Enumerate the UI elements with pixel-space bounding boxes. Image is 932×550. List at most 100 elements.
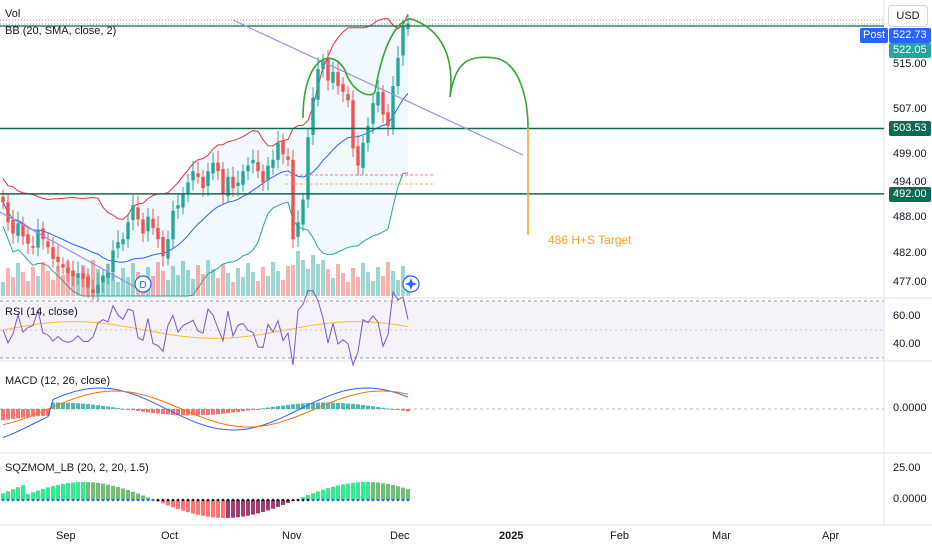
- candle-body: [41, 228, 45, 240]
- candle-body: [401, 26, 405, 56]
- sqz-histogram-bar: [211, 500, 215, 518]
- macd-histogram-bar: [316, 402, 320, 409]
- volume-bar: [21, 272, 25, 296]
- candle-body: [66, 267, 70, 274]
- macd-histogram-bar: [231, 409, 235, 413]
- volume-bar: [311, 255, 315, 296]
- sqz-dot: [201, 498, 205, 502]
- macd-histogram-bar: [246, 409, 250, 411]
- rsi-label: RSI (14, close): [5, 306, 78, 318]
- sqz-histogram-bar: [166, 500, 170, 506]
- macd-histogram-bar: [141, 409, 145, 412]
- sqz-histogram-bar: [116, 486, 120, 500]
- time-axis-tick: Nov: [282, 530, 302, 542]
- sqz-dot: [126, 498, 130, 502]
- sqz-dot: [301, 498, 305, 502]
- macd-histogram-bar: [126, 409, 130, 410]
- macd-histogram-bar: [371, 406, 375, 409]
- sqz-histogram-bar: [311, 493, 315, 500]
- sqz-histogram-bar: [96, 482, 100, 500]
- sqz-histogram-bar: [76, 482, 80, 500]
- volume-bar: [111, 273, 115, 296]
- volume-bar: [246, 263, 250, 296]
- macd-histogram-bar: [206, 409, 210, 415]
- sqz-dot: [26, 498, 30, 502]
- candle-body: [381, 91, 385, 115]
- macd-histogram-bar: [306, 403, 310, 409]
- sqz-dot: [71, 498, 75, 502]
- sqz-histogram-bar: [21, 485, 25, 500]
- candle-body: [76, 273, 80, 279]
- sqz-dot: [46, 498, 50, 502]
- sqz-histogram-bar: [381, 483, 385, 500]
- candle-body: [101, 275, 105, 283]
- sqz-histogram-bar: [66, 483, 70, 500]
- candle-body: [361, 142, 365, 168]
- sqz-dot: [376, 498, 380, 502]
- bb-fill: [3, 14, 408, 296]
- candle-body: [106, 272, 110, 278]
- sqz-histogram-bar: [306, 495, 310, 500]
- volume-bar: [6, 268, 10, 296]
- macd-histogram-bar: [291, 404, 295, 409]
- volume-bar: [181, 261, 185, 296]
- sqz-histogram-bar: [26, 494, 30, 500]
- volume-bar: [391, 271, 395, 296]
- candle-body: [31, 246, 35, 248]
- volume-bar: [41, 262, 45, 296]
- price-tag-resistance: 503.53: [889, 121, 931, 136]
- candle-body: [301, 199, 305, 225]
- candle-body: [141, 219, 145, 234]
- volume-bar: [321, 260, 325, 296]
- sqz-dot: [36, 498, 40, 502]
- sqz-dot: [286, 498, 290, 502]
- rsi-axis-tick: 40.00: [893, 338, 921, 350]
- sqz-histogram-bar: [111, 485, 115, 500]
- volume-bar: [16, 263, 20, 296]
- bb-upper-band: [2, 13, 409, 220]
- volume-bar: [171, 266, 175, 296]
- volume-bar: [316, 264, 320, 296]
- macd-histogram-bar: [176, 409, 180, 416]
- volume-bar: [191, 279, 195, 296]
- candle-body: [316, 69, 320, 100]
- candle-body: [201, 176, 205, 189]
- sqz-dot: [106, 498, 110, 502]
- sqz-dot: [321, 498, 325, 502]
- sqz-dot: [11, 498, 15, 502]
- sqz-histogram-bar: [266, 500, 270, 511]
- candle-body: [186, 182, 190, 194]
- macd-histogram-bar: [281, 405, 285, 409]
- volume-bar: [76, 279, 80, 296]
- time-axis-tick: Apr: [822, 530, 840, 542]
- candle-body: [86, 276, 90, 288]
- macd-histogram-bar: [146, 409, 150, 413]
- macd-histogram-bar: [256, 409, 260, 410]
- sqz-dot: [66, 498, 70, 502]
- sqz-dot: [241, 498, 245, 502]
- sqz-histogram-bar: [261, 500, 265, 512]
- candle-body: [176, 205, 180, 209]
- sqz-histogram-bar: [321, 489, 325, 500]
- sqz-histogram-bar: [41, 488, 45, 500]
- candle-body: [391, 86, 395, 129]
- dividend-marker-label: D: [139, 280, 146, 291]
- volume-bar: [226, 273, 230, 296]
- candle-body: [81, 273, 85, 279]
- sqz-label: SQZMOM_LB (20, 2, 20, 1.5): [5, 462, 149, 474]
- currency-button[interactable]: USD: [888, 5, 928, 27]
- volume-bar: [176, 275, 180, 296]
- sqz-histogram-bar: [171, 500, 175, 508]
- macd-label: MACD (12, 26, close): [5, 375, 111, 387]
- macd-histogram-bar: [236, 409, 240, 412]
- sqz-histogram-bar: [56, 484, 60, 500]
- sqz-histogram-bar: [216, 500, 220, 518]
- sqz-dot: [16, 498, 20, 502]
- macd-histogram-bar: [326, 402, 330, 409]
- candle-body: [326, 58, 330, 81]
- macd-histogram-bar: [31, 409, 35, 417]
- sqz-dot: [166, 498, 170, 502]
- sqz-dot: [101, 498, 105, 502]
- candle-body: [36, 230, 40, 248]
